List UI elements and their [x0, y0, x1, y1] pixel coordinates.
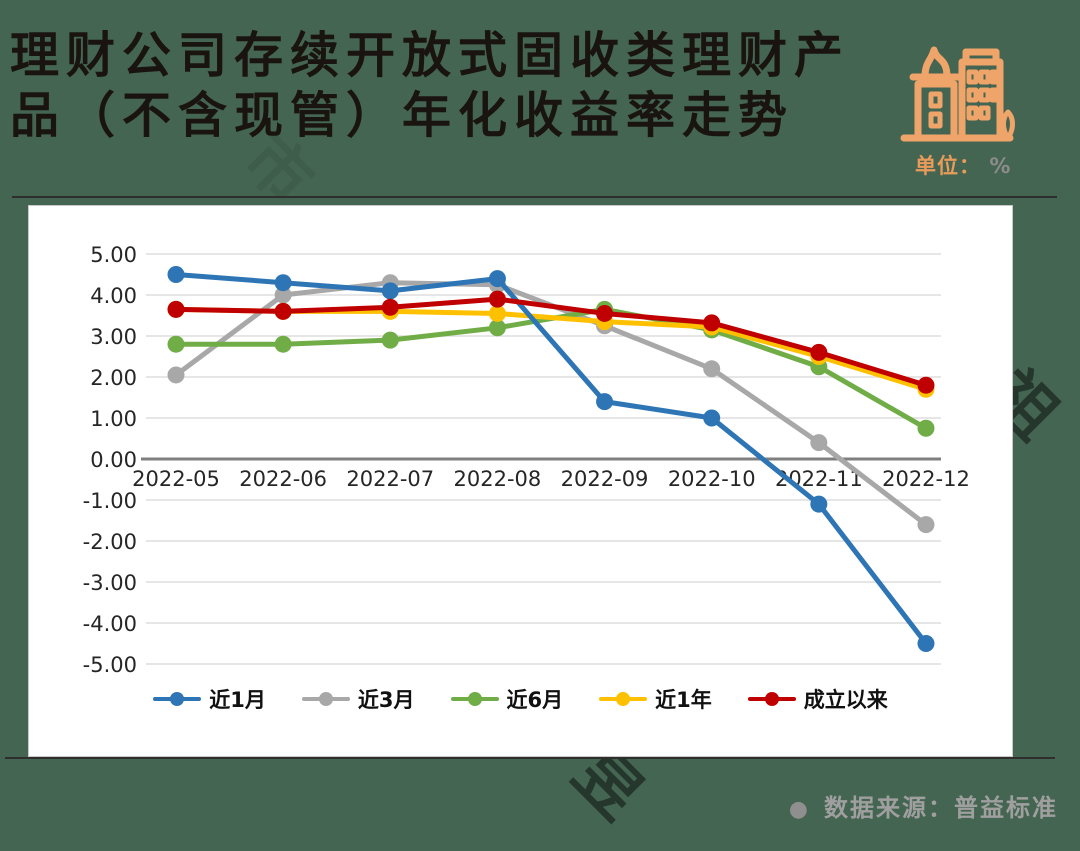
- x-tick-label: 2022-05: [132, 467, 220, 491]
- data-point: [488, 290, 506, 308]
- series-line-成立以来: [175, 296, 927, 388]
- data-point: [810, 343, 828, 361]
- y-tick-label: -1.00: [83, 489, 137, 513]
- unit-label: 单位：: [915, 154, 981, 178]
- data-point: [274, 335, 292, 353]
- legend-label: 近1年: [655, 688, 712, 712]
- data-point: [488, 304, 506, 322]
- legend-item: 成立以来: [747, 684, 888, 714]
- yield-trend-chart: 5.00 4.00 3.00 2.00 1.00 0.00 -1.00 -2.00 -3.00 -…: [83, 243, 970, 677]
- legend-item: 近1月: [153, 684, 266, 714]
- data-point: [167, 300, 185, 318]
- data-point: [703, 360, 721, 378]
- data-point: [596, 393, 614, 411]
- footer-divider: [5, 757, 1055, 759]
- x-tick-label: 2022-10: [668, 467, 756, 491]
- unit-caption: 单位： %: [915, 150, 1011, 180]
- data-source-text: 数据来源：普益标准: [824, 794, 1058, 822]
- data-point: [917, 419, 935, 437]
- data-point: [596, 304, 614, 322]
- legend-label: 近1月: [209, 688, 266, 712]
- y-tick-label: 4.00: [90, 284, 137, 308]
- data-point: [703, 314, 721, 332]
- header-divider: [12, 196, 1057, 198]
- bullet-icon: ●: [788, 797, 810, 822]
- y-tick-label: 3.00: [90, 325, 137, 349]
- series-line-近1月: [175, 272, 928, 646]
- data-point: [917, 376, 935, 394]
- data-point: [488, 270, 506, 288]
- y-tick-label: -2.00: [83, 530, 137, 554]
- legend-item: 近3月: [301, 684, 415, 714]
- data-source: ● 数据来源：普益标准: [789, 788, 1058, 823]
- data-point: [381, 298, 399, 316]
- data-point: [167, 335, 185, 353]
- y-tick-label: 1.00: [90, 407, 137, 431]
- data-point: [381, 331, 399, 349]
- legend-swatch-icon: [599, 691, 648, 707]
- data-point: [167, 366, 185, 384]
- unit-value: %: [989, 154, 1012, 178]
- y-tick-label: -4.00: [83, 612, 137, 636]
- chart-card: 5.00 4.00 3.00 2.00 1.00 0.00 -1.00 -2.00 -3.00 -…: [28, 205, 1013, 757]
- data-point: [810, 495, 828, 513]
- legend-swatch-icon: [747, 691, 796, 707]
- legend-swatch-icon: [153, 691, 202, 707]
- data-point: [274, 286, 292, 304]
- legend-swatch-icon: [301, 691, 350, 707]
- y-tick-label: -5.00: [83, 653, 137, 677]
- page-title: 理财公司存续开放式固收类理财产 品（不含现管）年化收益率走势: [10, 26, 890, 146]
- data-point: [167, 266, 185, 283]
- x-tick-label: 2022-06: [239, 467, 327, 491]
- data-point: [274, 302, 292, 320]
- data-point: [703, 409, 721, 427]
- legend-item: 近1年: [599, 684, 712, 714]
- data-point: [381, 282, 399, 300]
- data-point: [917, 516, 935, 534]
- data-point: [810, 434, 828, 452]
- page-title-line1: 理财公司存续开放式固收类理财产: [10, 27, 851, 84]
- chart-legend: 近1月 近3月 近6月 近1年 成立以来: [29, 684, 1012, 714]
- x-tick-label: 2022-09: [561, 467, 649, 491]
- legend-swatch-icon: [450, 691, 499, 707]
- data-point: [488, 319, 506, 337]
- x-tick-label: 2022-07: [346, 467, 434, 491]
- x-tick-label: 2022-12: [882, 467, 970, 491]
- x-tick-label: 2022-08: [454, 467, 542, 491]
- data-point: [274, 274, 292, 292]
- y-tick-label: -3.00: [83, 571, 137, 595]
- buildings-icon: [900, 46, 1015, 142]
- y-tick-label: 0.00: [90, 448, 137, 472]
- legend-item: 近6月: [450, 684, 564, 714]
- y-tick-label: 5.00: [90, 243, 137, 267]
- data-point: [917, 635, 935, 652]
- legend-label: 成立以来: [803, 688, 888, 712]
- legend-label: 近3月: [357, 688, 415, 712]
- page-title-line2: 品（不含现管）年化收益率走势: [10, 87, 795, 144]
- y-tick-label: 2.00: [90, 366, 137, 390]
- legend-label: 近6月: [506, 688, 564, 712]
